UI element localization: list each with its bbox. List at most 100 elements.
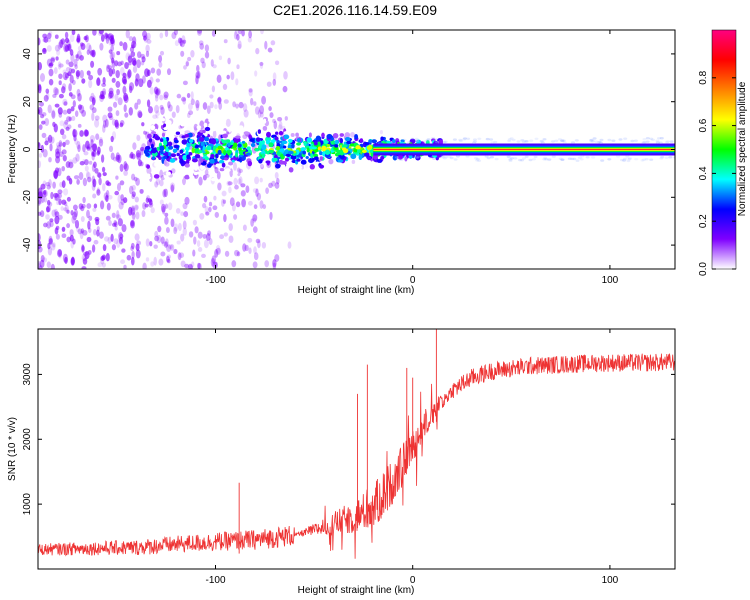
spectrogram-cell (39, 265, 43, 269)
spectrogram-cell (543, 156, 548, 160)
spectrogram-cell (279, 148, 285, 153)
spectrogram-cell (630, 139, 635, 143)
spectrogram-cell (76, 35, 81, 44)
spectrogram-cell (407, 158, 412, 164)
spectrogram-cell (575, 159, 580, 162)
spectrogram-cell (416, 139, 422, 144)
spectrogram-cell (131, 173, 136, 181)
spectrogram-cell (641, 158, 646, 161)
spectrogram-cell (67, 71, 72, 77)
spectrogram-cell (169, 244, 175, 251)
x-tick-label: 0 (410, 575, 416, 586)
spectrogram-cell (106, 64, 110, 73)
spectrogram-cell (224, 168, 231, 173)
spectrogram-cell (101, 90, 106, 96)
spectrogram-cell (287, 138, 293, 143)
spectrogram-cell (53, 169, 59, 179)
spectrogram-cell (246, 146, 251, 151)
spectrogram-cell (91, 175, 96, 185)
spectrogram-cell (92, 178, 97, 188)
colorbar: 0.0 0.2 0.4 0.6 0.8 Normalized spectral ampl… (698, 29, 748, 276)
spectrogram-cell (159, 104, 164, 110)
spectrogram-cell (165, 238, 169, 247)
spectrogram-cell (592, 137, 597, 140)
spectrogram-cell (103, 192, 109, 201)
spectrogram-cell (560, 139, 564, 142)
spectrogram-cell (145, 238, 150, 247)
spectrogram-cell (190, 98, 195, 106)
spectrogram-cell (41, 132, 47, 139)
spectrogram-cell (162, 189, 167, 198)
spectrogram-cell (218, 55, 223, 61)
spectrogram-cell (145, 50, 150, 58)
spectrogram-cell (107, 65, 113, 70)
spectrogram-cell (197, 231, 203, 239)
spectrogram-cell (217, 97, 222, 103)
spectrogram-cell (40, 183, 46, 190)
spectrogram-cell (38, 160, 42, 169)
spectrogram-cell (214, 166, 219, 174)
spectrogram-cell (272, 259, 277, 268)
spectrogram-cell (97, 262, 103, 268)
spectrogram-cell (256, 192, 262, 201)
spectrogram-cell (542, 158, 547, 161)
spectrogram-cell (150, 67, 156, 74)
spectrogram-cell (99, 93, 105, 103)
spectrogram-cell (64, 256, 68, 264)
spectrogram-cell (38, 261, 41, 269)
spectrogram-cell (173, 30, 178, 36)
spectrogram-cell (228, 223, 233, 232)
spectrogram-cell (43, 94, 49, 102)
spectrogram-cell (104, 32, 108, 40)
spectrogram-cell (379, 130, 383, 135)
spectrogram-cell (149, 199, 153, 206)
spectrogram-cell (120, 194, 124, 201)
spectrogram-cell (297, 165, 303, 170)
spectrogram-cell (287, 241, 292, 249)
spectrogram-cell (627, 157, 632, 160)
spectrogram-cell (153, 86, 159, 95)
spectrogram-cell (58, 142, 64, 147)
spectrogram-cell (402, 138, 407, 142)
spectrogram-cell (364, 162, 370, 166)
spectrogram-cell (164, 216, 169, 225)
spectrogram-cell (212, 130, 217, 139)
spectrogram-cell (232, 101, 236, 108)
spectrogram-cell (242, 243, 247, 252)
spectrogram-cell (210, 177, 217, 182)
spectrogram-cell (402, 157, 407, 160)
spectrogram-cell (247, 200, 253, 206)
spectrogram-cell (131, 205, 135, 212)
spectrogram-cell (241, 198, 246, 208)
spectrogram-cell (354, 133, 359, 140)
spectrogram-cell (105, 215, 111, 221)
spectrogram-cell (204, 44, 210, 52)
spectrogram-cell (69, 33, 75, 43)
spectrogram-cell (625, 155, 630, 158)
spectrogram-cell (46, 261, 51, 268)
spectrogram-cell (90, 92, 95, 100)
spectrogram-cell (627, 157, 632, 161)
spectrogram-cell (100, 255, 105, 261)
spectrogram-cell (154, 136, 161, 141)
spectrogram-cell (477, 159, 482, 162)
spectrogram-cell (166, 68, 172, 76)
spectrogram-cell (179, 252, 185, 258)
spectrogram-cell (435, 157, 439, 161)
spectrogram-cell (267, 47, 273, 53)
spectrogram-cell (134, 204, 139, 210)
spectrogram-cell (58, 214, 63, 220)
spectrogram-cell (296, 138, 301, 143)
spectrogram-cell (199, 43, 205, 50)
spectrogram-cell (58, 80, 62, 86)
spectrogram-cell (215, 247, 221, 255)
spectrogram-cell (250, 114, 255, 118)
spectrogram-cell (86, 42, 91, 51)
spectrogram-cell (45, 181, 51, 187)
spectrogram-cell (54, 193, 60, 201)
spectrogram-cell (155, 177, 160, 186)
spectrogram-cell (183, 211, 189, 218)
spectrogram-cell (547, 158, 552, 161)
spectrogram-cell (202, 129, 206, 134)
spectrogram-cell (558, 157, 563, 160)
